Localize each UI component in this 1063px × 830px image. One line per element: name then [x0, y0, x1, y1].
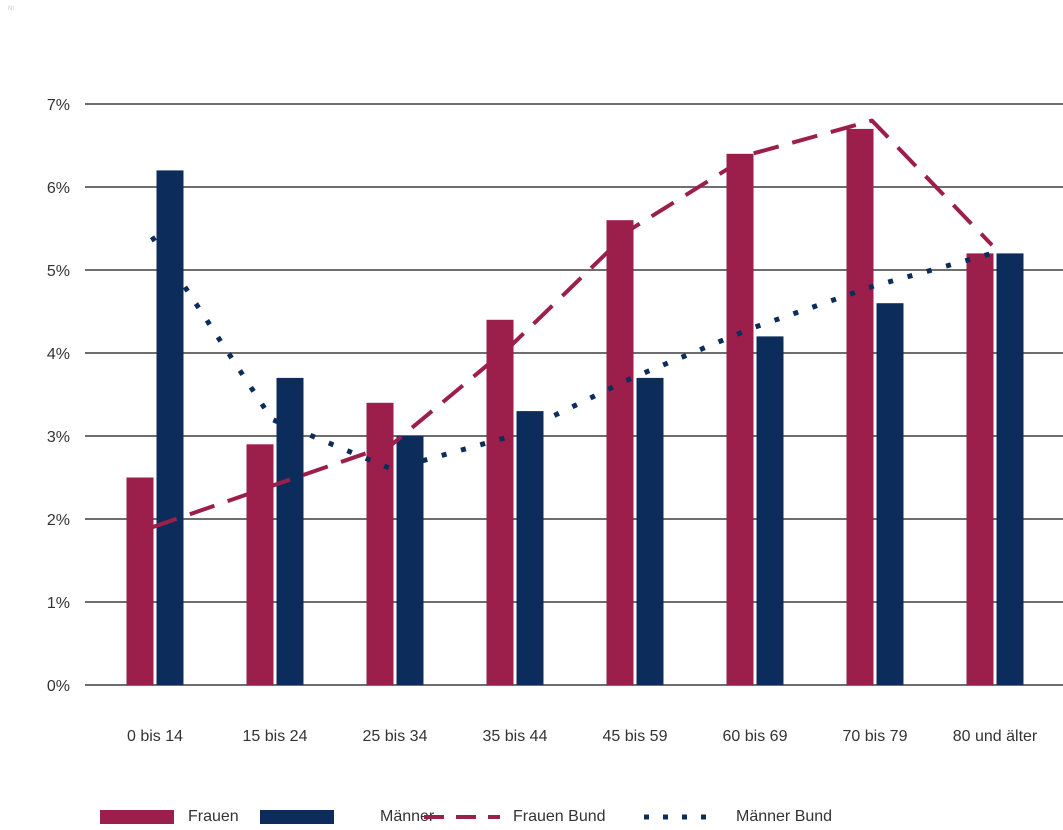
- y-tick-label: 7%: [47, 97, 70, 114]
- bar-maenner: [996, 253, 1024, 685]
- legend-label-maenner: Männer: [380, 808, 435, 825]
- corner-mark: NI: [8, 6, 14, 12]
- line-frauen-bund: [151, 118, 994, 530]
- x-tick-label: 0 bis 14: [127, 728, 183, 745]
- legend-item-maenner-bund: Männer Bund: [640, 806, 870, 828]
- x-tick-label: 45 bis 59: [603, 728, 668, 745]
- x-tick-label: 80 und älter: [953, 728, 1038, 745]
- legend-item-frauen: Frauen: [100, 806, 260, 828]
- x-tick-label: 25 bis 34: [363, 728, 428, 745]
- y-tick-label: 5%: [47, 263, 70, 280]
- bar-maenner: [516, 411, 544, 685]
- x-axis-ticks: 0 bis 14 15 bis 24 25 bis 34 35 bis 44 45 bi…: [127, 728, 1038, 745]
- bar-frauen: [606, 220, 634, 685]
- y-tick-label: 0%: [47, 678, 70, 695]
- y-tick-label: 4%: [47, 346, 70, 363]
- legend-swatch-frauen-bund: [424, 815, 500, 819]
- bars: [126, 128, 1024, 686]
- legend-label-maenner-bund: Männer Bund: [736, 808, 833, 825]
- bar-maenner: [276, 377, 304, 685]
- x-tick-label: 60 bis 69: [723, 728, 788, 745]
- legend-label-frauen: Frauen: [188, 808, 239, 825]
- bar-frauen: [486, 319, 514, 685]
- legend-swatch-maenner: [260, 810, 334, 824]
- bar-maenner: [636, 377, 664, 685]
- x-tick-label: 15 bis 24: [243, 728, 308, 745]
- bar-frauen: [726, 153, 754, 686]
- x-tick-label: 70 bis 79: [843, 728, 908, 745]
- y-tick-label: 1%: [47, 595, 70, 612]
- y-tick-label: 3%: [47, 429, 70, 446]
- bar-frauen: [846, 128, 874, 685]
- bar-frauen: [966, 253, 994, 685]
- series-lines: [149, 118, 994, 530]
- bar-maenner: [396, 436, 424, 685]
- line-maenner-bund: [149, 235, 993, 472]
- bar-frauen: [246, 444, 274, 685]
- bar-maenner: [756, 336, 784, 685]
- x-tick-label: 35 bis 44: [483, 728, 548, 745]
- y-tick-label: 2%: [47, 512, 70, 529]
- grid-lines: [85, 103, 1063, 686]
- y-axis-ticks: 0% 1% 2% 3% 4% 5% 6% 7%: [47, 97, 70, 695]
- legend-swatch-frauen: [100, 810, 174, 824]
- bar-frauen: [126, 477, 154, 685]
- legend-item-maenner: Männer: [260, 806, 460, 828]
- bar-maenner: [876, 303, 904, 685]
- bar-maenner: [156, 170, 184, 685]
- y-tick-label: 6%: [47, 180, 70, 197]
- legend-item-frauen-bund: Frauen Bund: [422, 806, 642, 828]
- legend-swatch-maenner-bund: [644, 814, 716, 820]
- legend-label-frauen-bund: Frauen Bund: [513, 808, 606, 825]
- chart: 0% 1% 2% 3% 4% 5% 6% 7% 0 bis 14 15 bis 24 25 bis…: [47, 97, 1063, 745]
